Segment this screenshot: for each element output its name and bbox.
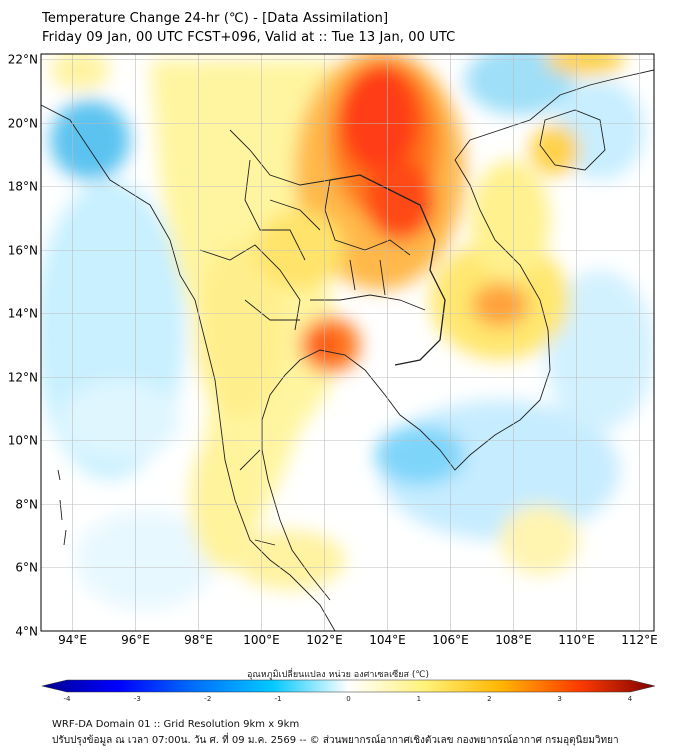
colorbar: -4 -3 -2 -1 0 1 2 3 4 <box>41 679 656 703</box>
lon-tick-label: 98°E <box>184 633 213 647</box>
gridlines <box>41 54 654 631</box>
colorbar-label: อุณหภูมิเปลี่ยนแปลง หน่วย องศาเซลเซียส (… <box>246 670 430 680</box>
lon-tick-label: 102°E <box>306 633 343 647</box>
lat-tick-label: 14°N <box>8 307 38 321</box>
colorbar-tick: -3 <box>134 695 141 703</box>
lon-tick-label: 110°E <box>558 633 595 647</box>
colorbar-tick: -4 <box>64 695 72 703</box>
colorbar-tick: 2 <box>487 695 491 703</box>
lat-tick-label: 10°N <box>8 434 38 448</box>
chart-subtitle: Friday 09 Jan, 00 UTC FCST+096, Valid at… <box>42 30 456 45</box>
chart-title: Temperature Change 24-hr (℃) - [Data Ass… <box>42 11 389 26</box>
temperature-field <box>41 54 654 631</box>
lat-tick-label: 12°N <box>8 371 38 385</box>
colorbar-tick: 0 <box>346 695 350 703</box>
colorbar-tick: 4 <box>628 695 633 703</box>
lon-tick-label: 94°E <box>58 633 87 647</box>
colorbar-tick: 1 <box>417 695 421 703</box>
lat-tick-label: 22°N <box>8 53 38 67</box>
lat-tick-label: 4°N <box>15 625 38 639</box>
colorbar-tick: 3 <box>557 695 561 703</box>
lat-tick-label: 18°N <box>8 180 38 194</box>
map-frame <box>40 53 655 632</box>
lat-tick-label: 6°N <box>15 561 38 575</box>
colorbar-bar <box>41 679 656 693</box>
lat-tick-labels: 22°N 20°N 18°N 16°N 14°N 12°N 10°N 8°N 6… <box>8 53 38 639</box>
lon-tick-label: 96°E <box>121 633 150 647</box>
lat-tick-label: 8°N <box>15 498 38 512</box>
lat-tick-label: 16°N <box>8 244 38 258</box>
lat-tick-label: 20°N <box>8 117 38 131</box>
lon-tick-labels: 94°E 96°E 98°E 100°E 102°E 104°E 106°E 1… <box>58 633 658 647</box>
footer-model-info: WRF-DA Domain 01 :: Grid Resolution 9km … <box>52 719 300 730</box>
lon-tick-label: 106°E <box>432 633 469 647</box>
lon-tick-label: 108°E <box>495 633 532 647</box>
colorbar-tick: -1 <box>275 695 282 703</box>
colorbar-tick: -2 <box>204 695 211 703</box>
lon-tick-label: 112°E <box>621 633 658 647</box>
lon-tick-label: 100°E <box>243 633 280 647</box>
lon-tick-label: 104°E <box>369 633 406 647</box>
footer-credit: ปรับปรุงข้อมูล ณ เวลา 07:00น. วัน ศ. ที่… <box>52 735 619 746</box>
colorbar-ticks: -4 -3 -2 -1 0 1 2 3 4 <box>64 695 633 703</box>
